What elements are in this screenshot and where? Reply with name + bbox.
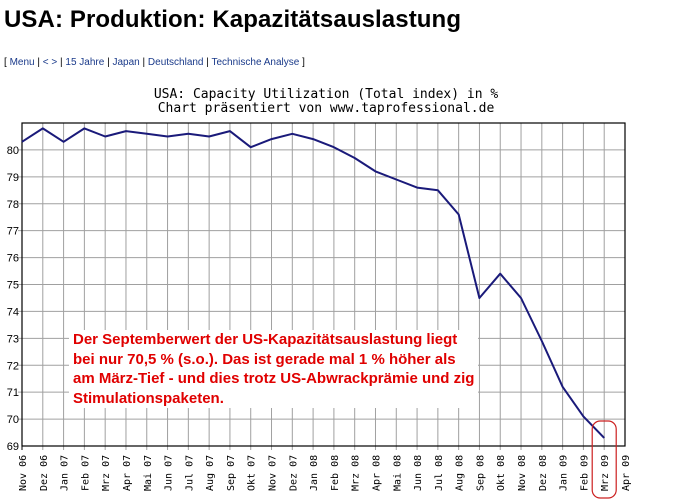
nav-separator: | [60, 57, 63, 68]
page-title: USA: Produktion: Kapazitätsauslastung [4, 6, 462, 33]
y-tick-label: 79 [7, 172, 19, 184]
nav-link-deutschland[interactable]: Deutschland [147, 57, 204, 68]
x-tick-label: Jul 07 [184, 455, 195, 491]
x-tick-label: Sep 07 [226, 455, 237, 491]
nav-links: [ Menu | < > | 15 Jahre | Japan | Deutsc… [4, 57, 305, 68]
y-tick-label: 70 [7, 414, 19, 426]
nav-link-prev-next[interactable]: < > [42, 57, 58, 68]
nav-bracket-open: [ [4, 57, 7, 68]
nav-link-technische-analyse[interactable]: Technische Analyse [211, 57, 300, 68]
x-tick-label: Dez 07 [288, 455, 299, 491]
nav-separator: | [37, 57, 40, 68]
y-tick-label: 71 [7, 387, 19, 399]
x-tick-label: Okt 07 [247, 455, 258, 491]
nav-bracket-close: ] [302, 57, 305, 68]
chart-title: USA: Capacity Utilization (Total index) … [153, 87, 499, 102]
x-tick-label: Feb 07 [80, 455, 91, 491]
nav-separator: | [142, 57, 146, 68]
annotation-line: bei nur 70,5 % (s.o.). Das ist gerade ma… [73, 350, 456, 368]
chart-subtitle: Chart präsentiert von www.taprofessional… [157, 101, 495, 116]
x-tick-label: Jan 07 [60, 455, 71, 491]
x-tick-label: Jul 08 [434, 455, 445, 491]
x-tick-label: Dez 08 [538, 455, 549, 491]
y-tick-label: 72 [7, 360, 19, 372]
y-tick-label: 75 [7, 280, 19, 292]
x-tick-label: Mrz 08 [351, 455, 362, 491]
annotation-line: am März-Tief - und dies trotz US-Abwrack… [73, 370, 475, 387]
nav-separator: | [107, 57, 110, 68]
data-line [21, 127, 605, 439]
x-tick-label: Apr 07 [122, 455, 133, 491]
x-tick-label: Nov 07 [268, 455, 279, 491]
nav-link-15-jahre[interactable]: 15 Jahre [65, 57, 105, 68]
x-tick-label: Feb 08 [330, 455, 341, 491]
x-tick-label: Mai 08 [392, 455, 403, 491]
x-tick-label: Okt 08 [496, 455, 507, 491]
plot-frame [21, 122, 626, 447]
y-tick-label: 73 [7, 333, 19, 345]
x-tick-label: Sep 08 [475, 455, 486, 491]
x-tick-label: Aug 07 [205, 455, 216, 491]
nav-link-japan[interactable]: Japan [112, 57, 140, 68]
y-tick-label: 69 [7, 441, 19, 453]
x-tick-label: Apr 08 [371, 455, 382, 491]
nav-link-menu[interactable]: Menu [9, 57, 35, 68]
x-tick-label: Nov 08 [517, 455, 528, 491]
x-tick-label: Dez 06 [39, 455, 50, 491]
y-tick-label: 80 [7, 145, 19, 157]
x-tick-label: Nov 06 [18, 455, 29, 491]
y-tick-label: 78 [7, 199, 19, 211]
x-tick-label: Jun 07 [164, 455, 175, 491]
x-tick-label: Jan 08 [309, 455, 320, 491]
highlight-box [591, 420, 617, 499]
x-tick-label: Mrz 09 [600, 455, 611, 491]
annotation-line: Stimulationspaketen. [73, 389, 224, 407]
y-tick-label: 77 [7, 226, 19, 238]
x-tick-label: Feb 09 [579, 455, 590, 491]
x-tick-label: Mrz 07 [101, 455, 112, 491]
x-tick-label: Jan 09 [559, 455, 570, 491]
annotation-note: Der Septemberwert der US-Kapazitätsausla… [69, 330, 479, 408]
x-tick-label: Apr 09 [621, 455, 632, 491]
y-tick-label: 76 [7, 253, 19, 265]
nav-separator: | [206, 57, 209, 68]
x-tick-label: Mai 07 [143, 455, 154, 491]
x-tick-label: Jun 08 [413, 455, 424, 491]
annotation-line: Der Septemberwert der US-Kapazitätsausla… [73, 331, 458, 348]
y-tick-label: 74 [7, 306, 19, 318]
x-tick-label: Aug 08 [455, 455, 466, 491]
